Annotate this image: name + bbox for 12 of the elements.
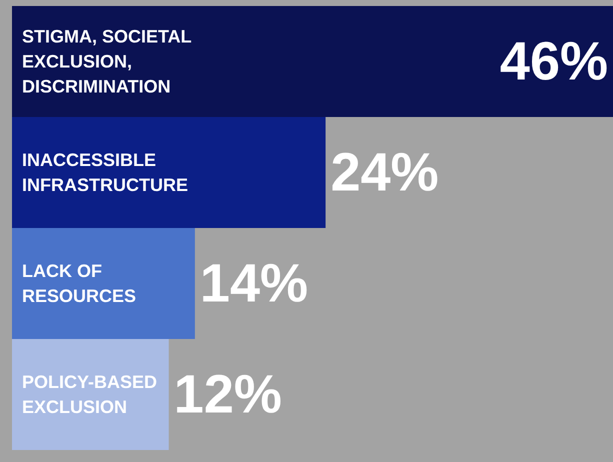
y-tick-label: POLICY-BASED EXCLUSION [22, 372, 162, 417]
data-label: 24% [330, 142, 439, 202]
data-label: 46% [500, 32, 608, 92]
bar [12, 117, 326, 228]
y-tick-label: INACCESSIBLE INFRASTRUCTURE [22, 150, 188, 195]
data-label: 12% [174, 364, 282, 424]
bar [12, 228, 195, 339]
bar [12, 339, 169, 450]
bar [12, 6, 613, 117]
y-tick-label: LACK OF RESOURCES [22, 261, 136, 306]
y-tick-label: STIGMA, SOCIETAL EXCLUSION, DISCRIMINATION [22, 26, 196, 96]
data-label: 14% [200, 254, 308, 314]
